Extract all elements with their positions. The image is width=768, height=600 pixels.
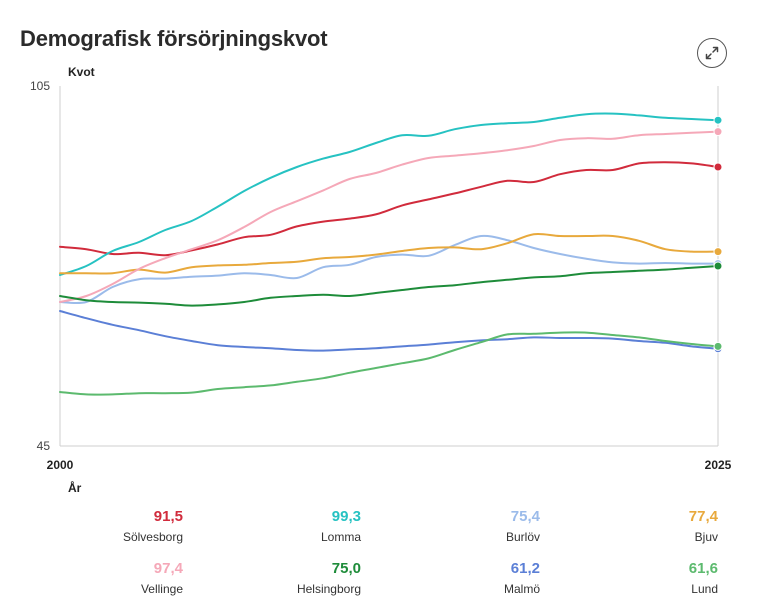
- legend-value: 75,4: [510, 508, 540, 525]
- legend-value: 75,0: [331, 560, 361, 577]
- legend-item-lomma: 99,3 Lomma: [191, 508, 361, 545]
- series-end-point-lomma: [713, 115, 723, 125]
- legend-name: Sölvesborg: [122, 530, 183, 544]
- expand-arrows-icon: [705, 46, 719, 60]
- expand-button[interactable]: [697, 38, 727, 68]
- series-line-solvesborg: [59, 161, 719, 257]
- legend-item-bjuv: 77,4 Bjuv: [548, 508, 718, 545]
- series-end-point-vellinge: [713, 127, 723, 137]
- legend-item-helsingborg: 75,0 Helsingborg: [191, 560, 361, 597]
- series-end-point-helsingborg: [713, 261, 723, 271]
- legend-name: Burlöv: [505, 530, 540, 544]
- legend-value: 99,3: [331, 508, 361, 525]
- legend-value: 61,6: [688, 560, 718, 577]
- legend-name: Helsingborg: [296, 582, 361, 596]
- legend-value: 77,4: [688, 508, 718, 525]
- legend-value: 91,5: [153, 508, 183, 525]
- legend-name: Malmö: [503, 582, 540, 596]
- legend-name: Bjuv: [694, 530, 718, 544]
- series-line-bjuv: [59, 232, 719, 275]
- x-tick-label: 2025: [705, 458, 732, 472]
- chart-endpoints: [713, 115, 723, 354]
- legend-value: 61,2: [510, 560, 540, 577]
- line-chart: Kvot 105 45 2000 2025 År: [30, 65, 732, 495]
- series-end-point-solvesborg: [713, 162, 723, 172]
- x-tick-label: 2000: [47, 458, 74, 472]
- series-end-point-bjuv: [713, 247, 723, 257]
- legend-name: Vellinge: [140, 582, 183, 596]
- legend-item-lund: 61,6 Lund: [548, 560, 718, 597]
- y-tick-label: 105: [30, 79, 50, 93]
- series-line-lund: [59, 331, 719, 396]
- series-line-vellinge: [59, 130, 719, 303]
- legend: 91,5 Sölvesborg 99,3 Lomma 75,4 Burlöv 77,4 Bju…: [0, 508, 768, 600]
- chart-lines: [59, 112, 719, 396]
- series-line-helsingborg: [59, 265, 719, 307]
- legend-item-vellinge: 97,4 Vellinge: [13, 560, 183, 597]
- series-line-burlov: [59, 234, 719, 305]
- series-line-lomma: [59, 112, 719, 276]
- legend-item-burlov: 75,4 Burlöv: [370, 508, 540, 545]
- legend-value: 97,4: [153, 560, 183, 577]
- legend-name: Lomma: [320, 530, 361, 544]
- y-axis-label: Kvot: [68, 65, 95, 79]
- series-end-point-lund: [713, 341, 723, 351]
- legend-item-solvesborg: 91,5 Sölvesborg: [13, 508, 183, 545]
- series-line-malmo: [59, 310, 719, 352]
- legend-item-malmo: 61,2 Malmö: [370, 560, 540, 597]
- chart-title: Demografisk försörjningskvot: [20, 26, 328, 51]
- x-axis-label: År: [68, 480, 82, 495]
- legend-name: Lund: [691, 582, 718, 596]
- y-tick-label: 45: [37, 439, 51, 453]
